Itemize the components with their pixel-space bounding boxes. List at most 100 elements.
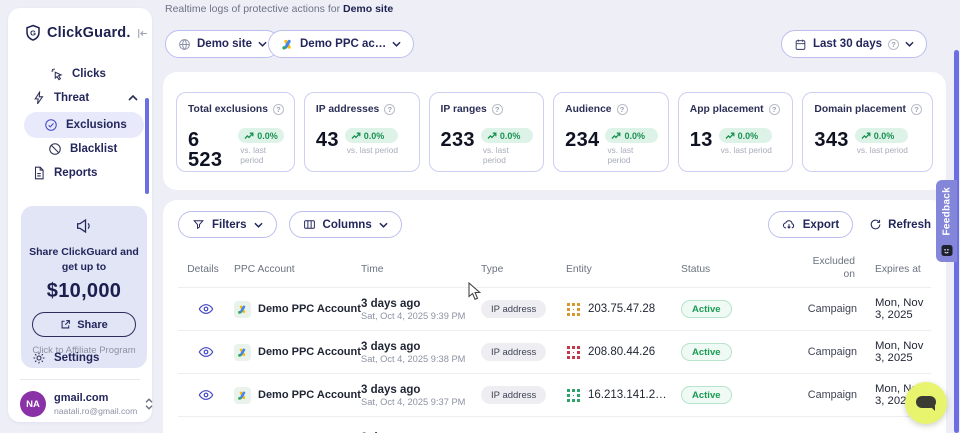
trend-up-icon [351,132,361,139]
col-header-type[interactable]: Type [481,263,504,275]
refresh-button[interactable]: Refresh [869,218,931,231]
view-details-button[interactable] [196,344,216,360]
sidebar: G ClickGuard. Clicks Threat [8,8,153,422]
ip-identicon [566,345,581,360]
brand-logo: G ClickGuard. [24,24,147,42]
share-button[interactable]: Share [32,312,136,338]
sidebar-item-reports[interactable]: Reports [32,166,97,180]
megaphone-icon [75,217,93,235]
cell-time-relative: 3 days ago [361,340,421,353]
col-header-status[interactable]: Status [681,263,711,275]
cell-account-name: Demo PPC Account [258,303,361,315]
stat-label: IP ranges [440,104,487,115]
view-details-button[interactable] [196,387,216,403]
type-badge: IP address [481,343,547,361]
sidebar-item-settings[interactable]: Settings [32,351,99,365]
funnel-icon [193,220,204,230]
avatar: NA [20,391,46,417]
view-details-button[interactable] [196,301,216,317]
help-icon[interactable]: ? [888,38,899,50]
help-icon[interactable]: ? [910,104,922,115]
cell-entity-value: 208.80.44.26 [588,346,656,358]
sidebar-item-clicks[interactable]: Clicks [50,67,106,81]
stat-value: 233 [440,129,475,151]
chevron-up-icon [128,95,138,101]
eye-icon [198,347,214,357]
cell-time-relative: 3 days ago [361,383,421,396]
sidebar-item-threat[interactable]: Threat [32,91,138,105]
help-icon[interactable]: ? [491,104,503,115]
smiley-icon [941,245,952,256]
sidebar-item-label: Threat [54,92,90,104]
google-ads-icon [234,343,251,361]
columns-button[interactable]: Columns [288,211,402,238]
stat-value: 13 [689,129,713,151]
cloud-download-icon [782,219,794,229]
ppc-account-selector-label: Demo PPC ac… [300,38,387,50]
table-row[interactable]: Demo PPC Account 3 days ago Sat, Oct 4, 2… [178,287,931,330]
affiliate-promo-card[interactable]: Share ClickGuard and get up to $10,000 S… [21,206,147,369]
site-selector[interactable]: Demo site [165,30,280,58]
ip-identicon [566,388,581,403]
feedback-tab[interactable]: Feedback [936,180,957,262]
eye-icon [198,304,214,314]
promo-headline: Share ClickGuard and get up to [29,246,139,274]
affiliate-link[interactable]: Click to Affiliate Program [32,345,136,357]
chat-widget-button[interactable] [905,382,947,424]
col-header-time[interactable]: Time [361,263,384,275]
stat-card-audience: Audience? 234 0.0% vs. last period [553,92,669,172]
sidebar-item-exclusions[interactable]: Exclusions [24,112,144,138]
cell-time-absolute: Sat, Oct 4, 2025 9:39 PM [361,310,466,321]
external-link-icon [60,319,71,330]
stat-compare: vs. last period [856,145,908,155]
filters-button-label: Filters [212,218,247,231]
stat-card-app-placement: App placement? 13 0.0% vs. last period [677,92,794,172]
stat-card-ip-addresses: IP addresses? 43 0.0% vs. last period [303,92,420,172]
help-icon[interactable]: ? [616,104,628,115]
col-header-excluded-on[interactable]: Excluded on [812,256,855,280]
col-header-ppc-account[interactable]: PPC Account [234,263,295,275]
calendar-icon [794,38,807,51]
stat-change: 0.0% [363,130,385,141]
stat-change: 0.0% [499,130,521,141]
stat-card-total-exclusions: Total exclusions? 6 523 0.0% vs. last pe… [176,92,295,172]
sidebar-item-label: Clicks [72,68,106,80]
logs-table-panel: Filters Columns Export Refresh Details P… [163,200,946,433]
globe-icon [178,38,191,51]
col-header-entity[interactable]: Entity [566,263,592,275]
sidebar-scrollbar[interactable] [145,98,149,194]
help-icon[interactable]: ? [272,104,284,115]
sidebar-item-label: Exclusions [66,119,127,131]
ppc-account-selector[interactable]: Demo PPC ac… [268,30,415,58]
filters-button[interactable]: Filters [178,211,277,238]
svg-text:G: G [30,29,36,38]
export-button[interactable]: Export [767,211,854,238]
cell-account-name: Demo PPC Account [258,346,361,358]
shield-logo-icon: G [24,24,42,42]
stat-compare: vs. last period [607,145,634,165]
table-row[interactable]: 3 days ago [178,416,931,433]
stat-value: 6 523 [188,129,223,171]
cell-account-name: Demo PPC Account [258,389,361,401]
page-subtitle-text: Realtime logs of protective actions for [165,3,343,15]
sidebar-collapse-icon[interactable] [136,27,149,40]
stat-value: 43 [315,129,339,151]
export-button-label: Export [802,218,840,231]
table-row[interactable]: Demo PPC Account 3 days ago Sat, Oct 4, 2… [178,373,931,416]
type-badge: IP address [481,386,547,404]
cell-entity-value: 16.213.141.2… [588,389,667,401]
table-row[interactable]: Demo PPC Account 3 days ago Sat, Oct 4, 2… [178,330,931,373]
help-icon[interactable]: ? [384,104,396,115]
help-icon[interactable]: ? [768,104,780,115]
date-range-selector[interactable]: Last 30 days ? [780,30,927,58]
user-account-menu[interactable]: NA gmail.com naatali.ro@gmail.com [20,391,153,417]
page-subtitle-target: Demo site [343,3,394,15]
stat-compare: vs. last period [240,145,267,165]
col-header-expires-at[interactable]: Expires at [875,263,921,275]
sidebar-item-blacklist[interactable]: Blacklist [48,142,117,156]
col-header-details[interactable]: Details [187,263,219,275]
cell-time-relative: 3 days ago [361,297,421,310]
stat-compare: vs. last period [720,145,772,155]
cell-excluded-on: Campaign [807,303,857,315]
